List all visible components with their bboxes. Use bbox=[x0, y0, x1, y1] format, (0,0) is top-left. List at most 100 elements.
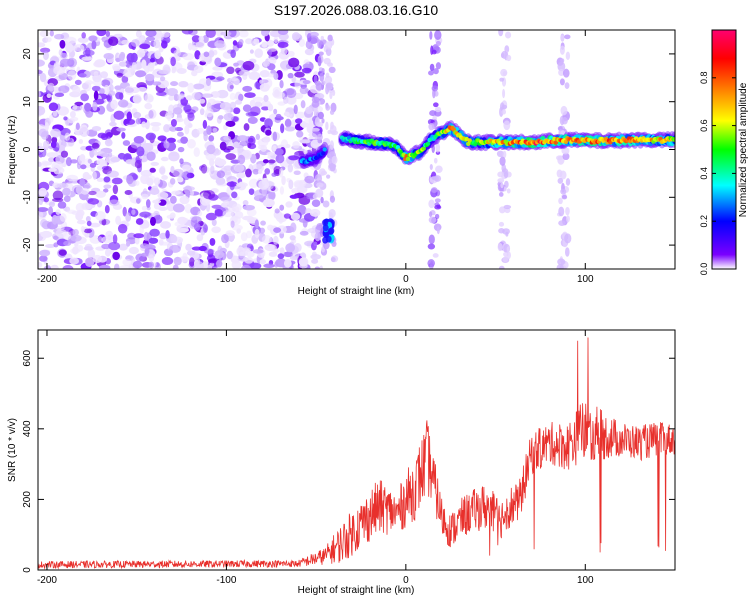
spectrogram-noise-blob bbox=[101, 79, 111, 87]
spectrogram-noise-blob bbox=[279, 204, 285, 211]
spectrogram-noise-blob bbox=[206, 144, 216, 155]
spectrogram-noise-blob bbox=[88, 190, 97, 196]
y-tick-label: 10 bbox=[22, 96, 33, 108]
spectrogram-noise-blob bbox=[299, 139, 311, 144]
spectrogram-streak-blob bbox=[562, 152, 570, 161]
spectrogram-streak-blob bbox=[556, 264, 564, 269]
spectrogram-noise-blob bbox=[174, 126, 184, 132]
spectrogram-noise-blob bbox=[191, 44, 198, 52]
spectrogram-noise-blob bbox=[133, 233, 145, 239]
spectrogram-noise-blob bbox=[39, 255, 48, 262]
spectrogram-noise-blob bbox=[214, 57, 222, 67]
spectrogram-noise-blob bbox=[38, 142, 43, 147]
spectrogram-noise-blob bbox=[245, 168, 252, 178]
spectrogram-noise-blob bbox=[231, 224, 243, 231]
spectrogram-noise-blob bbox=[150, 122, 162, 127]
spectrogram-noise-blob bbox=[86, 220, 92, 227]
spectrogram-noise-blob bbox=[225, 153, 237, 161]
spectrogram-noise-blob bbox=[279, 80, 284, 89]
spectrogram-noise-blob bbox=[310, 37, 318, 45]
spectrogram-noise-blob bbox=[38, 69, 43, 75]
spectrogram-noise-blob bbox=[48, 157, 56, 163]
spectrogram-y-ticks: -20 -10 0 10 20 bbox=[22, 48, 675, 252]
spectrogram-noise-blob bbox=[307, 122, 314, 128]
spectrogram-noise-blob bbox=[254, 101, 263, 108]
spectrogram-noise-blob bbox=[215, 177, 226, 185]
spectrogram-streak-blob bbox=[328, 66, 336, 74]
spectrogram-noise-blob bbox=[58, 249, 67, 256]
spectrogram-noise-blob bbox=[166, 88, 178, 97]
spectrogram-noise-blob bbox=[261, 41, 268, 48]
spectrogram-streak-blob bbox=[502, 228, 510, 235]
spectrogram-noise-blob bbox=[234, 164, 245, 173]
spectrogram-noise-blob bbox=[84, 257, 95, 268]
spectrogram-noise-blob bbox=[184, 124, 190, 135]
y-tick-label: 400 bbox=[22, 420, 33, 437]
spectrogram-noise-blob bbox=[122, 140, 131, 146]
spectrogram-noise-blob bbox=[122, 258, 132, 266]
spectrogram-streak-blob bbox=[317, 111, 324, 120]
spectrogram-noise-blob bbox=[96, 30, 107, 37]
spectrogram-noise-blob bbox=[106, 170, 119, 178]
spectrogram-noise-blob bbox=[100, 71, 109, 79]
spectrogram-noise-blob bbox=[230, 49, 236, 58]
spectrogram-noise-blob bbox=[46, 152, 59, 158]
spectrogram-streak-blob bbox=[504, 207, 511, 214]
spectrogram-noise-blob bbox=[38, 106, 46, 116]
spectrogram-noise-blob bbox=[197, 211, 203, 217]
spectrogram-noise-blob bbox=[260, 220, 266, 226]
spectrogram-noise-blob bbox=[279, 167, 284, 178]
spectrogram-noise-blob bbox=[99, 264, 111, 269]
spectrogram-noise-blob bbox=[283, 111, 290, 117]
spectrogram-noise-blob bbox=[252, 96, 264, 103]
spectrogram-noise-blob bbox=[203, 189, 216, 200]
spectrogram-noise-blob bbox=[248, 137, 254, 143]
spectrogram-noise-blob bbox=[280, 47, 288, 55]
spectrogram-noise-blob bbox=[87, 249, 96, 259]
spectrogram-noise-blob bbox=[108, 199, 120, 206]
spectrogram-noise-blob bbox=[302, 63, 311, 70]
spectrogram-noise-blob bbox=[92, 101, 98, 111]
spectrogram-noise-blob bbox=[55, 209, 61, 215]
spectrogram-noise-blob bbox=[226, 82, 234, 92]
spectrogram-streak-blob bbox=[331, 155, 338, 165]
spectrogram-noise-blob bbox=[212, 127, 218, 133]
spectrogram-streak-blob bbox=[322, 200, 330, 208]
spectrogram-noise-blob bbox=[96, 177, 104, 183]
spectrogram-streak-blob bbox=[502, 88, 506, 99]
spectrogram-noise-blob bbox=[241, 264, 251, 269]
spectrogram-streak-blob bbox=[503, 186, 507, 192]
spectrogram-streak-blob bbox=[432, 253, 439, 258]
spectrogram-noise-blob bbox=[144, 102, 153, 110]
spectrogram-noise-blob bbox=[217, 115, 224, 120]
spectrogram-noise-blob bbox=[149, 57, 155, 63]
spectrogram-noise-blob bbox=[283, 259, 292, 268]
spectrogram-noise-blob bbox=[41, 161, 52, 166]
spectrogram-noise-blob bbox=[150, 161, 160, 166]
spectrogram-noise-blob bbox=[203, 248, 215, 254]
spectrogram-streak-blob bbox=[496, 150, 505, 158]
spectrogram-noise-blob bbox=[214, 250, 225, 259]
spectrogram-noise-blob bbox=[181, 164, 191, 172]
spectrogram-noise-blob bbox=[262, 198, 275, 208]
spectrogram-noise-blob bbox=[112, 65, 121, 72]
spectrogram-streak-blob bbox=[315, 188, 324, 198]
spectrogram-noise-blob bbox=[59, 213, 67, 222]
spectrogram-ridge-blob bbox=[322, 224, 329, 232]
spectrogram-noise-blob bbox=[87, 158, 92, 164]
spectrogram-noise-blob bbox=[289, 194, 299, 199]
spectrogram-noise-blob bbox=[275, 154, 285, 164]
spectrogram-streak-blob bbox=[506, 54, 512, 62]
spectrogram-noise-blob bbox=[152, 199, 161, 204]
spectrogram-noise-blob bbox=[186, 250, 196, 256]
spectrogram-noise-blob bbox=[54, 92, 65, 98]
spectrogram-noise-blob bbox=[173, 256, 182, 266]
spectrogram-noise-blob bbox=[291, 77, 296, 83]
spectrogram-noise-blob bbox=[170, 81, 179, 87]
spectrogram-noise-blob bbox=[62, 265, 74, 269]
spectrogram-streak-blob bbox=[324, 75, 333, 85]
spectrogram-noise-blob bbox=[274, 208, 280, 214]
spectrogram-noise-blob bbox=[214, 208, 223, 217]
spectrogram-noise-blob bbox=[287, 72, 294, 79]
